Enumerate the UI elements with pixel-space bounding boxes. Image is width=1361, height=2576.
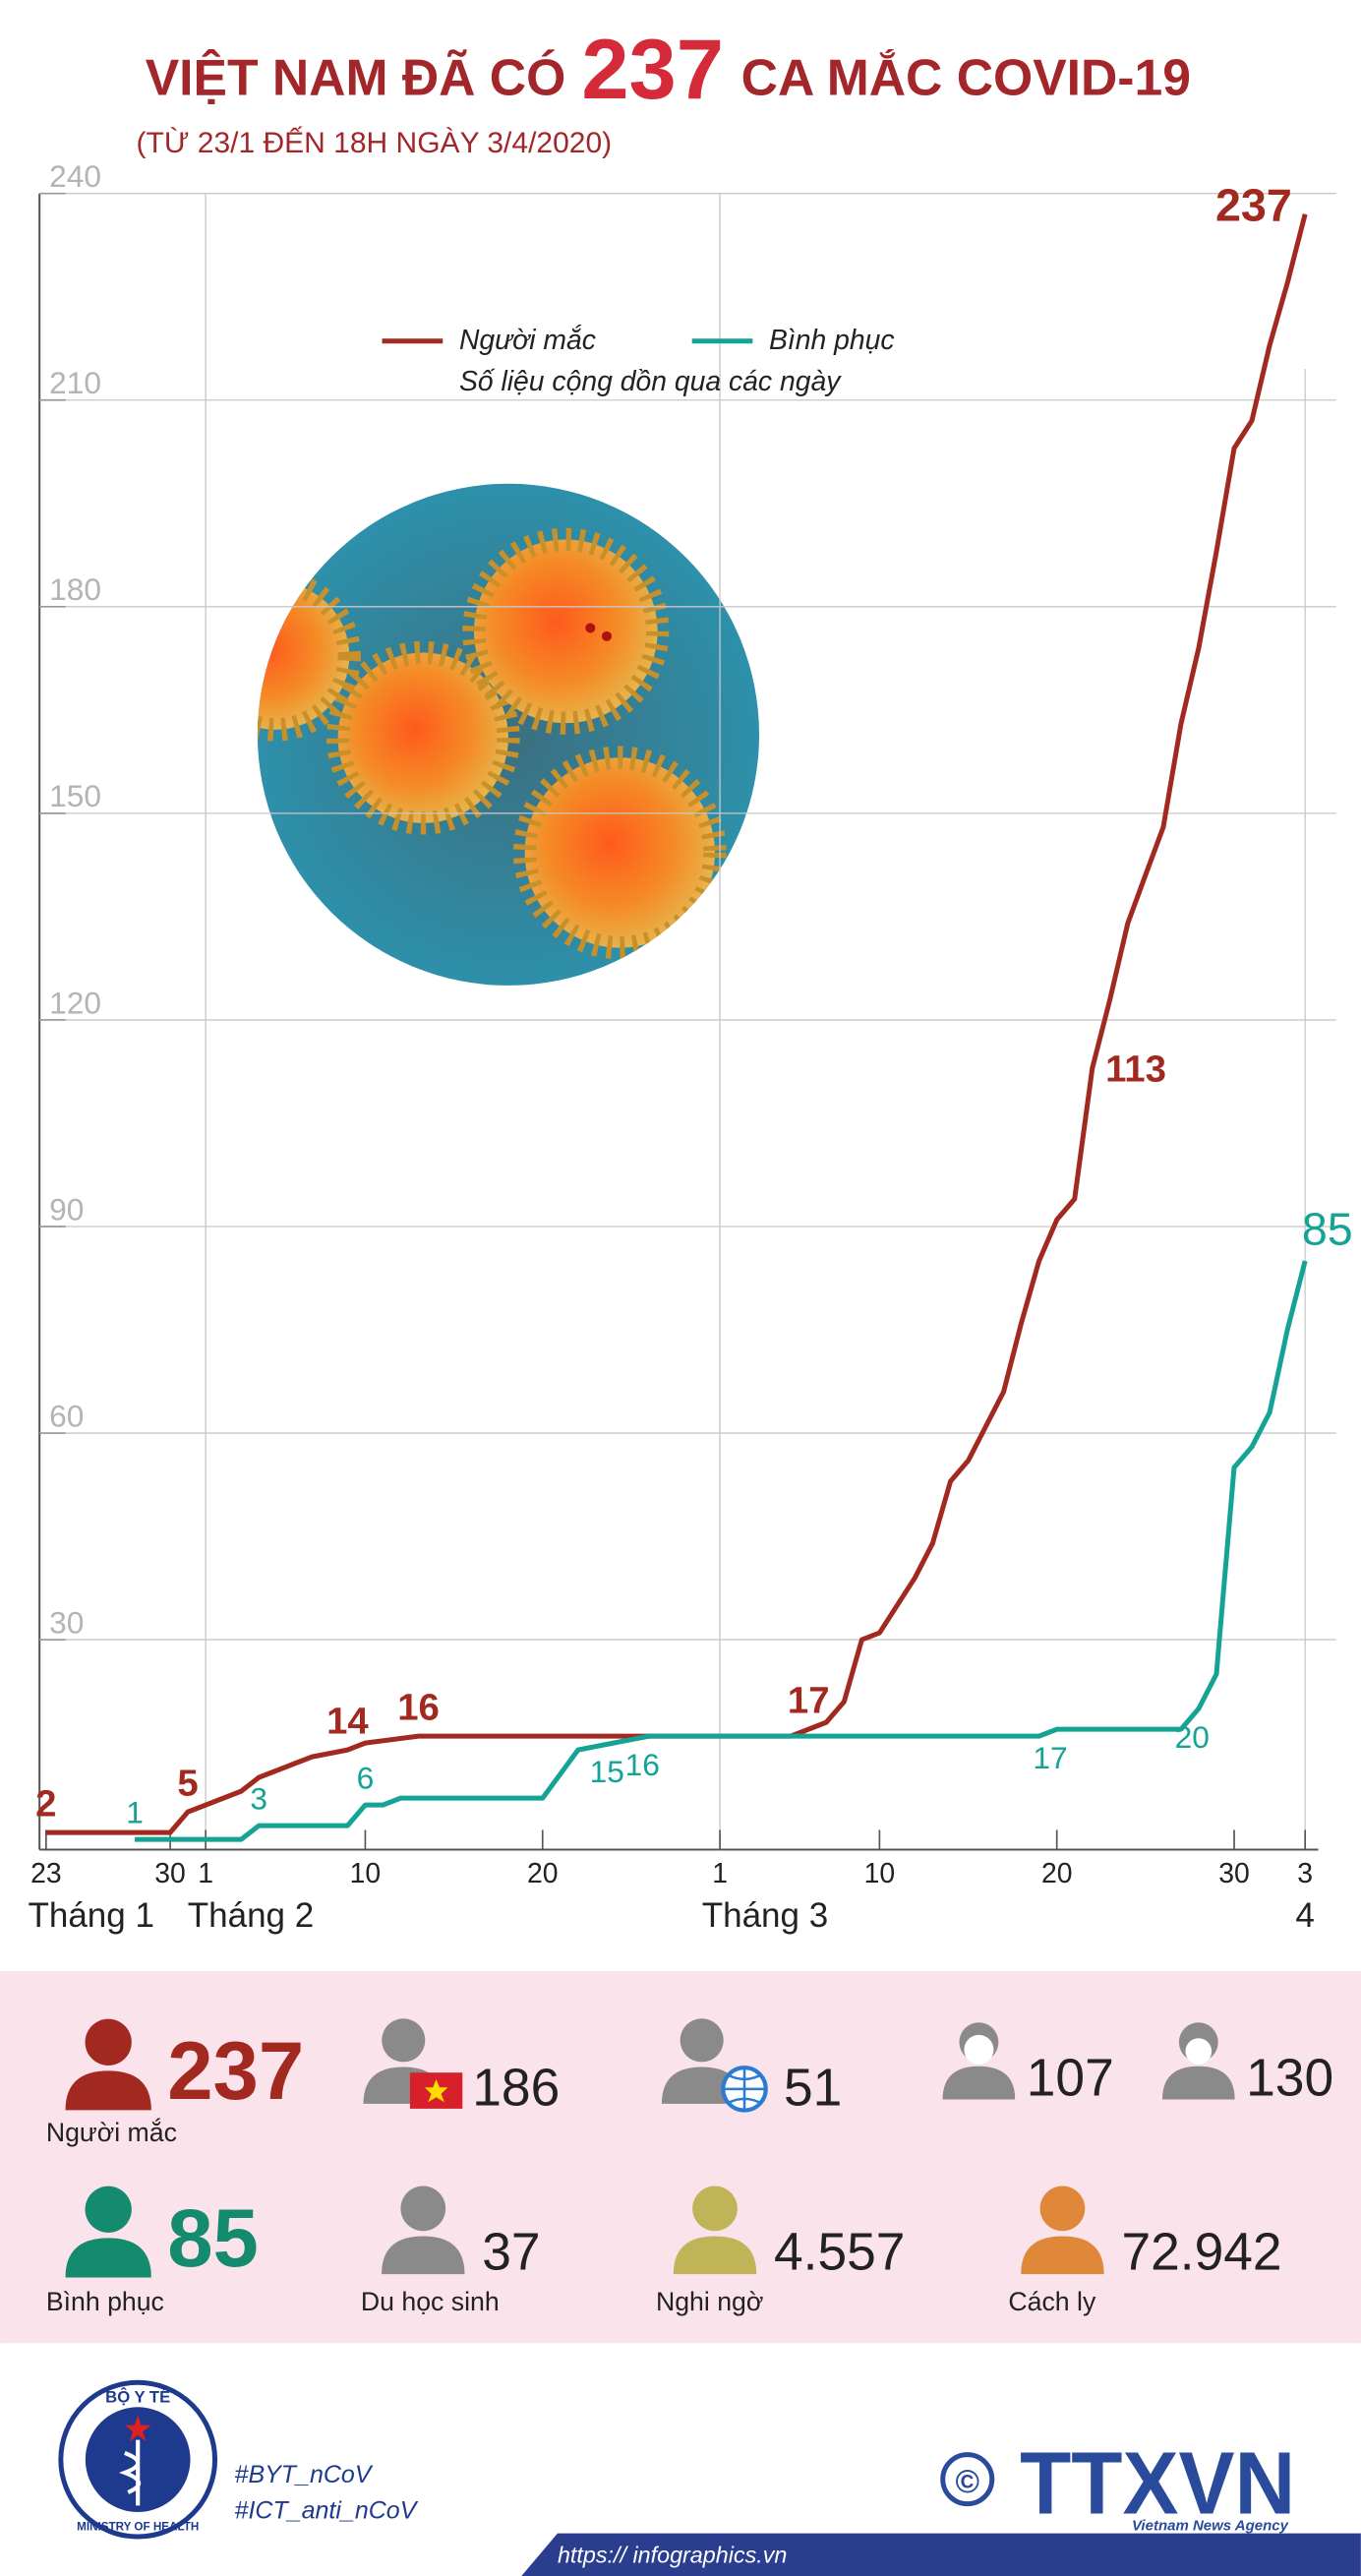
hashtag: #BYT_nCoV [235,2461,374,2488]
copyright: © [955,2464,979,2500]
stat-value: 51 [784,2060,842,2118]
x-group-label: Tháng 2 [188,1896,314,1935]
data-label: 5 [177,1762,198,1804]
y-tick-label: 150 [49,778,101,813]
y-tick-label: 240 [49,158,101,194]
x-tick-label: 30 [1218,1858,1250,1889]
data-label: 1 [126,1794,144,1829]
stat-label: Người mắc [46,2118,177,2147]
stat-value: 72.942 [1121,2223,1281,2281]
data-label: 3 [250,1780,267,1816]
data-label: 85 [1302,1203,1353,1254]
data-label: 17 [1033,1740,1067,1775]
x-tick-label: 20 [527,1858,559,1889]
agency-sub: Vietnam News Agency [1132,2517,1289,2534]
data-label: 6 [357,1760,375,1795]
x-tick-label: 10 [350,1858,382,1889]
face [964,2034,994,2065]
logo-top: BỘ Y TẾ [105,2387,170,2406]
logo-bottom: MINISTRY OF HEALTH [77,2520,199,2533]
face [1185,2038,1213,2065]
legend-label: Bình phục [769,325,895,356]
series-line [45,213,1308,1835]
stat-value: 107 [1027,2050,1114,2108]
data-label: 20 [1175,1719,1210,1755]
data-label: 15 [590,1754,624,1789]
stats-panel [0,1970,1361,2344]
legend-label: Người mắc [459,325,596,356]
stat-label: Bình phục [46,2287,164,2316]
stat-value: 37 [482,2223,540,2281]
subtitle: (TỪ 23/1 ĐẾN 18H NGÀY 3/4/2020) [137,126,613,159]
data-label: 16 [625,1747,660,1782]
x-tick-label: 3 [1297,1858,1313,1889]
url: https:// infographics.vn [558,2543,787,2568]
stat-value: 85 [167,2192,259,2284]
x-tick-label: 23 [30,1858,62,1889]
x-group-label: Tháng 3 [702,1896,828,1935]
stat-label: Cách ly [1008,2287,1096,2316]
y-tick-label: 210 [49,365,101,400]
hashtag: #ICT_anti_nCoV [235,2497,419,2525]
y-tick-label: 60 [49,1398,84,1433]
x-tick-label: 1 [198,1858,213,1889]
x-tick-label: 1 [712,1858,728,1889]
data-label: 17 [788,1679,830,1721]
stat-value: 4.557 [774,2223,905,2281]
x-group-label: Tháng 1 [28,1896,153,1935]
y-tick-label: 120 [49,985,101,1020]
data-label: 16 [397,1686,440,1728]
title-number: 237 [581,23,724,117]
title-pre: VIỆT NAM ĐÃ CÓ [146,49,566,106]
globe-lines [723,2067,766,2111]
stat-value: 130 [1246,2050,1333,2108]
moh-star [124,2415,151,2442]
x-tick-label: 20 [1041,1858,1073,1889]
data-label: 2 [35,1782,56,1825]
y-tick-label: 90 [49,1191,84,1227]
y-tick-label: 30 [49,1604,84,1640]
x-group-label: 4 [1295,1896,1314,1935]
data-label: 237 [1215,179,1292,230]
moh-caduceus [118,2439,142,2506]
y-tick-label: 180 [49,571,101,607]
footer-bar [521,2533,1361,2576]
stat-value: 186 [472,2060,560,2118]
stat-value: 237 [167,2025,304,2117]
stat-label: Nghi ngờ [656,2287,763,2316]
stat-label: Du học sinh [361,2287,500,2316]
copyright-ring [940,2452,995,2507]
legend-note: Số liệu cộng dồn qua các ngày [459,366,842,397]
x-tick-label: 10 [864,1858,896,1889]
title-post: CA MẮC COVID-19 [741,49,1191,106]
virus-image [257,483,760,986]
data-label: 113 [1105,1048,1166,1090]
series-line [135,1260,1308,1842]
x-tick-label: 30 [154,1858,186,1889]
data-label: 14 [326,1700,369,1742]
agency-logo: TTXVN [1020,2435,1295,2534]
flag-star [424,2078,448,2103]
